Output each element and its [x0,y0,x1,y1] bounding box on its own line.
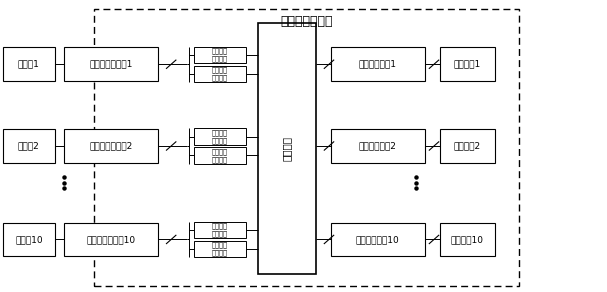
Text: 充电枪检定接口2: 充电枪检定接口2 [89,142,132,150]
Text: 控制主板: 控制主板 [282,136,292,161]
Bar [331,47,425,81]
Text: 交流电压
采样电路: 交流电压 采样电路 [212,242,228,256]
Bar [440,223,495,256]
Bar [440,47,495,81]
Bar [3,129,55,163]
Bar [258,23,316,274]
Text: 充电枪检定接口1: 充电枪检定接口1 [89,60,132,69]
Text: 充电枪10: 充电枪10 [15,235,42,244]
Bar [194,128,246,145]
Text: 电子负载接口2: 电子负载接口2 [359,142,397,150]
Text: 电子负载2: 电子负载2 [454,142,481,150]
Bar [64,223,158,256]
Bar [64,47,158,81]
Text: 电子负载10: 电子负载10 [451,235,484,244]
Text: 充电枪1: 充电枪1 [18,60,40,69]
Bar [194,47,246,63]
Text: 交流电流
采样电路: 交流电流 采样电路 [212,48,228,62]
Bar [64,129,158,163]
Bar [194,241,246,257]
Bar [194,66,246,82]
Text: 充电枪2: 充电枪2 [18,142,39,150]
Bar [3,223,55,256]
Text: 充电枪检定接口10: 充电枪检定接口10 [86,235,135,244]
Bar [94,9,519,286]
Text: 电子负载1: 电子负载1 [454,60,481,69]
Bar [194,222,246,238]
Text: 电子负载接口10: 电子负载接口10 [356,235,400,244]
Text: 充电桩检定装置: 充电桩检定装置 [280,15,333,28]
Bar [3,47,55,81]
Text: 交流电压
采样电路: 交流电压 采样电路 [212,148,228,163]
Text: 交流电流
采样电路: 交流电流 采样电路 [212,223,228,237]
Bar [194,147,246,164]
Text: 电子负载接口1: 电子负载接口1 [359,60,397,69]
Text: 交流电流
采样电路: 交流电流 采样电路 [212,129,228,144]
Bar [440,129,495,163]
Bar [331,223,425,256]
Text: 交流电压
采样电路: 交流电压 采样电路 [212,67,228,81]
Bar [331,129,425,163]
